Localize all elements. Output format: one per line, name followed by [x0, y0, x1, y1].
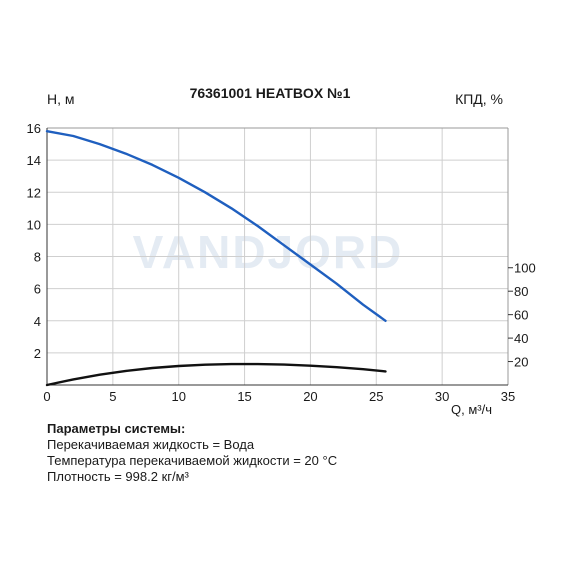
head-curve [45, 129, 387, 322]
y-tick-label: 8 [34, 250, 41, 265]
x-tick-label: 10 [171, 389, 185, 404]
chart-title: 76361001 HEATBOX №1 [190, 85, 351, 101]
tick-labels: 0 5 10 15 20 25 30 35 2 4 6 8 10 12 14 16 20 40 60 80 100 [27, 121, 536, 404]
y-tick-label: 2 [34, 346, 41, 361]
y-tick-label: 10 [27, 217, 41, 232]
y-tick-label: 6 [34, 282, 41, 297]
y-tick-label: 16 [27, 121, 41, 136]
param-density: Плотность = 998.2 кг/м³ [47, 469, 189, 484]
x-tick-label: 35 [501, 389, 515, 404]
system-parameters: Параметры системы: Перекачиваемая жидкос… [47, 421, 337, 485]
watermark-layer: VANDJORD [133, 226, 404, 278]
y2-tick-label: 60 [514, 308, 528, 323]
x-tick-label: 15 [237, 389, 251, 404]
y2-tick-label: 80 [514, 284, 528, 299]
axes [46, 127, 509, 386]
system-parameters-heading: Параметры системы: [47, 421, 186, 436]
y2-axis-label: КПД, % [455, 91, 503, 107]
series [45, 129, 387, 387]
x-tick-label: 20 [303, 389, 317, 404]
efficiency-curve [45, 362, 387, 387]
y-tick-label: 12 [27, 185, 41, 200]
param-liquid: Перекачиваемая жидкость = Вода [47, 437, 255, 452]
y-axis-label: H, м [47, 91, 75, 107]
x-tick-label: 5 [109, 389, 116, 404]
y-tick-label: 14 [27, 153, 41, 168]
y-tick-label: 4 [34, 314, 41, 329]
y2-tick-label: 40 [514, 331, 528, 346]
x-tick-label: 25 [369, 389, 383, 404]
x-tick-label: 30 [435, 389, 449, 404]
param-temperature: Температура перекачиваемой жидкости = 20… [47, 453, 338, 468]
grid [47, 128, 508, 385]
y2-tick-label: 100 [514, 261, 536, 276]
x-axis-label: Q, м³/ч [451, 402, 492, 417]
x-tick-label: 0 [43, 389, 50, 404]
watermark: VANDJORD [133, 226, 404, 278]
y2-tick-label: 20 [514, 355, 528, 370]
